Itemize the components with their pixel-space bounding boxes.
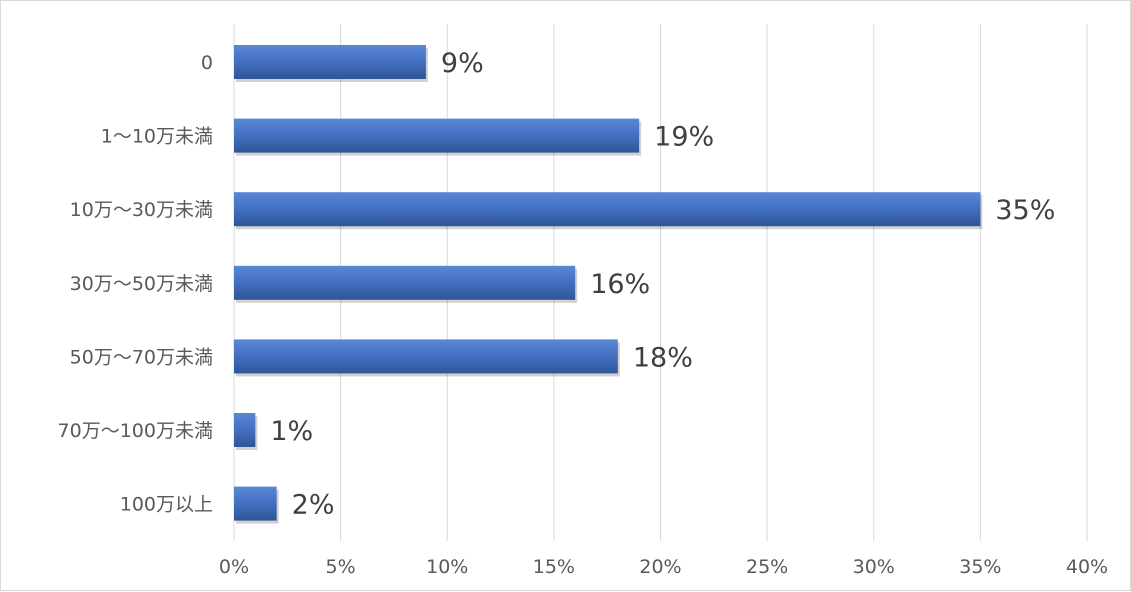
x-tick-label: 35% <box>959 556 1001 578</box>
bar <box>234 413 256 447</box>
bar <box>234 265 576 300</box>
bar <box>234 339 618 374</box>
x-tick-label: 15% <box>533 556 575 578</box>
x-tick-label: 10% <box>426 556 468 578</box>
x-tick-label: 30% <box>853 556 895 578</box>
gridlines <box>233 24 1088 541</box>
bars <box>234 45 983 524</box>
data-label: 2% <box>292 490 335 521</box>
category-label: 50万〜70万未満 <box>70 346 213 368</box>
bar <box>234 486 277 521</box>
category-label: 10万〜30万未満 <box>70 199 213 221</box>
category-label: 70万〜100万未満 <box>58 420 213 442</box>
category-label: 0 <box>201 52 213 74</box>
data-label: 18% <box>633 342 693 373</box>
data-labels: 9% 19% 35% 16% 18% 1% 2% <box>270 48 1055 521</box>
bar <box>234 192 981 227</box>
x-tick-label: 0% <box>219 556 249 578</box>
data-label: 19% <box>654 122 714 153</box>
category-label: 1〜10万未満 <box>101 126 213 148</box>
category-labels: 0 1〜10万未満 10万〜30万未満 30万〜50万未満 50万〜70万未満 70万〜1… <box>58 52 213 516</box>
x-axis-tick-labels: 0% 5% 10% 15% 20% 25% 30% 35% 40% <box>219 556 1108 578</box>
bar <box>234 45 426 79</box>
data-label: 35% <box>995 195 1055 226</box>
x-tick-label: 40% <box>1066 556 1108 578</box>
category-label: 100万以上 <box>120 494 213 516</box>
x-tick-label: 5% <box>326 556 356 578</box>
data-label: 9% <box>441 48 484 79</box>
data-label: 1% <box>270 416 313 447</box>
x-tick-label: 20% <box>639 556 681 578</box>
bar <box>234 118 640 153</box>
data-label: 16% <box>590 269 650 300</box>
category-label: 30万〜50万未満 <box>70 273 213 295</box>
x-tick-label: 25% <box>746 556 788 578</box>
